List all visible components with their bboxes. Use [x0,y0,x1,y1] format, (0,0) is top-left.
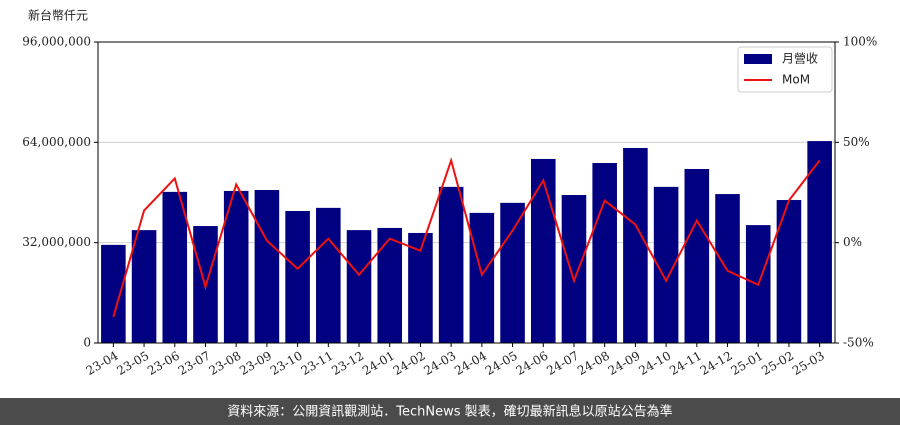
x-tick-label: 24-01 [360,349,397,378]
x-tick-label: 24-06 [514,349,551,378]
bar [101,244,126,343]
bar [469,212,495,343]
y2-tick-label: -50% [843,336,874,350]
x-tick-label: 24-09 [606,349,643,378]
y-axis-label: 新台幣仟元 [28,8,88,23]
y-tick-label: 32,000,000 [22,235,91,249]
bar [254,189,280,343]
bar [316,207,341,343]
x-tick-label: 24-11 [667,349,704,378]
x-tick-label: 23-10 [268,349,305,378]
y-tick-label: 64,000,000 [22,135,91,149]
x-tick-label: 24-12 [698,349,735,378]
bar [346,230,372,343]
footer-text: 資料來源：公開資訊觀測站．TechNews 製表，確切最新訊息以原站公告為準 [227,404,672,420]
y-tick-label: 0 [83,336,91,350]
plot-frame [97,41,836,344]
y2-tick-label: 50% [843,135,870,149]
x-tick-label: 25-03 [790,349,827,378]
bar [715,194,740,343]
y2-tick-label: 0% [843,235,862,249]
bar [162,191,188,343]
bar [592,163,617,343]
x-tick-label: 24-08 [575,349,612,378]
x-tick-label: 23-09 [237,349,274,378]
x-tick-label: 23-05 [114,349,151,378]
bar [500,202,525,343]
x-tick-label: 24-04 [452,348,489,378]
x-tick-label: 24-02 [391,349,428,378]
bar [684,168,710,343]
x-tick-label: 25-01 [729,349,766,378]
x-tick-label: 23-07 [176,349,213,378]
bar [223,190,249,343]
bar [530,158,556,343]
x-tick-label: 24-10 [636,349,673,378]
x-tick-label: 25-02 [759,349,796,378]
x-tick-label: 23-04 [84,348,121,378]
x-tick-label: 24-05 [483,349,520,378]
bar [285,210,310,343]
x-tick-label: 23-11 [299,349,336,378]
legend-swatch [744,54,772,64]
mom-line [112,156,821,318]
x-tick-label: 24-03 [421,349,458,378]
bar [623,147,648,343]
bar [807,141,832,343]
x-tick-label: 23-08 [206,349,243,378]
y2-tick-label: 100% [843,35,877,49]
footer-bar [0,398,900,425]
legend-label: 月營收 [782,52,818,66]
bar [377,227,403,343]
x-tick-label: 23-06 [145,349,182,378]
x-tick-label: 24-07 [544,349,581,378]
y-tick-label: 96,000,000 [22,35,91,49]
bar [561,195,587,343]
x-tick-label: 23-12 [329,349,366,378]
legend-label: MoM [782,73,810,87]
bar [438,186,464,343]
bar [131,230,157,343]
